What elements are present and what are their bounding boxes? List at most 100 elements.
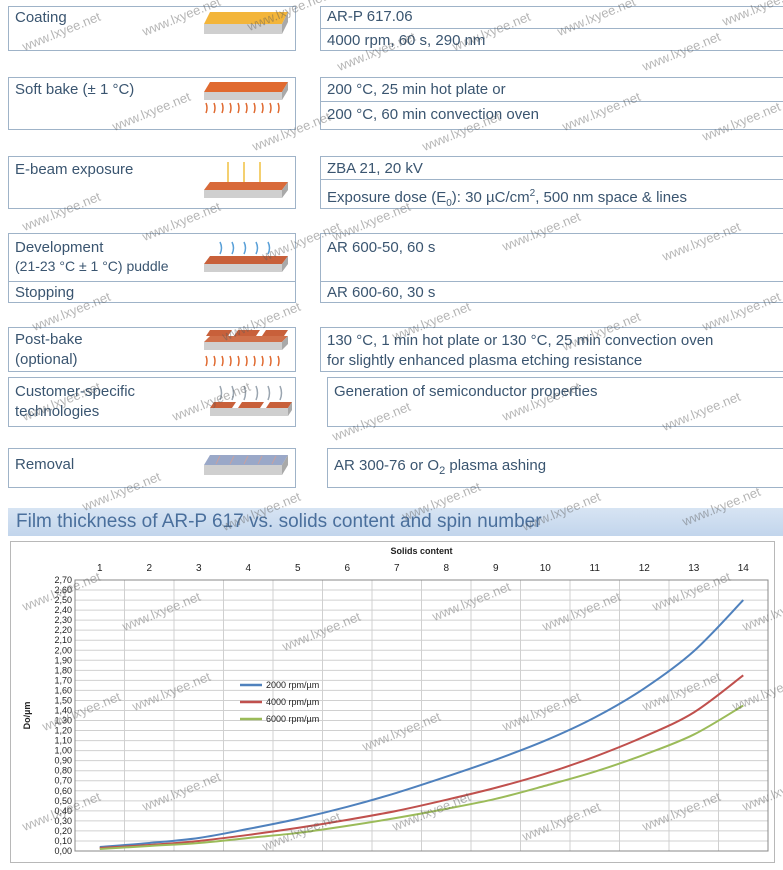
- y-tick-label: 0,20: [54, 826, 72, 836]
- step-ebeam-values-box: [320, 156, 783, 209]
- divider: [320, 101, 783, 102]
- step-stopping-label: Stopping: [15, 284, 75, 301]
- removal-icon: [200, 453, 292, 486]
- exposure-dose-sup: 2: [529, 188, 536, 199]
- step-customer-label-2: technologies: [15, 403, 100, 420]
- y-axis-title: Do/µm: [22, 702, 32, 730]
- step-postbake-value-1: 130 °C, 1 min hot plate or 130 °C, 25 mi…: [327, 332, 714, 349]
- legend-label-3: 6000 rpm/µm: [266, 714, 319, 724]
- step-ebeam-exposure-dose: Exposure dose (E0): 30 µC/cm2, 500 nm sp…: [327, 184, 687, 213]
- step-removal-values-box: [327, 448, 783, 488]
- y-tick-label: 1,60: [54, 685, 72, 695]
- y-tick-label: 2,40: [54, 605, 72, 615]
- step-removal-label: Removal: [15, 456, 75, 473]
- step-coating-value-1: AR-P 617.06: [327, 8, 413, 25]
- step-ebeam-value-1: ZBA 21, 20 kV: [327, 160, 423, 177]
- plot-area: [74, 579, 769, 852]
- y-tick-label: 2,20: [54, 625, 72, 635]
- y-tick-label: 0,80: [54, 766, 72, 776]
- y-tick-label: 2,30: [54, 615, 72, 625]
- y-tick-label: 0,90: [54, 756, 72, 766]
- step-postbake-value-2: for slightly enhanced plasma etching res…: [327, 352, 643, 369]
- x-tick-label: 8: [443, 563, 449, 574]
- y-tick-label: 1,70: [54, 675, 72, 685]
- x-tick-label: 4: [245, 563, 251, 574]
- x-tick-label: 9: [493, 563, 499, 574]
- x-tick-label: 3: [196, 563, 202, 574]
- removal-suffix: plasma ashing: [445, 457, 547, 474]
- x-tick-label: 13: [688, 563, 700, 574]
- x-axis-title: Solids content: [390, 546, 452, 556]
- step-removal-value: AR 300-76 or O2 plasma ashing: [334, 456, 546, 481]
- x-tick-label: 14: [738, 563, 750, 574]
- x-tick-label: 12: [639, 563, 651, 574]
- y-tick-label: 2,60: [54, 585, 72, 595]
- y-tick-label: 0,10: [54, 836, 72, 846]
- y-tick-label: 1,90: [54, 655, 72, 665]
- x-tick-label: 10: [540, 563, 552, 574]
- y-tick-label: 1,50: [54, 695, 72, 705]
- y-tick-label: 1,20: [54, 726, 72, 736]
- legend-label-1: 2000 rpm/µm: [266, 680, 319, 690]
- exposure-dose-suffix: , 500 nm space & lines: [535, 189, 687, 206]
- post-bake-icon: [198, 328, 294, 373]
- step-coating-value-2: 4000 rpm, 60 s, 290 nm: [327, 32, 486, 49]
- removal-sub: 2: [439, 465, 446, 477]
- step-postbake-label-2: (optional): [15, 351, 78, 368]
- section-title: Film thickness of AR-P 617 vs. solids co…: [16, 511, 542, 532]
- y-tick-label: 0,00: [54, 846, 72, 856]
- step-postbake-label-box: [8, 327, 296, 372]
- y-tick-label: 0,50: [54, 796, 72, 806]
- step-softbake-label-box: [8, 77, 296, 130]
- step-customer-values-box: [327, 377, 783, 427]
- y-tick-label: 2,10: [54, 635, 72, 645]
- divider: [320, 179, 783, 180]
- y-tick-label: 0,60: [54, 786, 72, 796]
- step-development-label: Development: [15, 239, 104, 256]
- step-development-value-1: AR 600-50, 60 s: [327, 239, 436, 256]
- exposure-dose-middle: ): 30 µC/cm: [451, 189, 530, 206]
- step-postbake-values-box: [320, 327, 783, 372]
- step-development-label-box: [8, 233, 296, 303]
- exposure-dose-sub: 0: [446, 198, 452, 209]
- removal-prefix: AR 300-76 or O: [334, 457, 440, 474]
- customer-technologies-icon: [204, 382, 296, 427]
- development-icon: [198, 236, 294, 281]
- x-tick-label: 11: [590, 563, 601, 574]
- y-tick-label: 1,30: [54, 716, 72, 726]
- coating-icon: [200, 10, 292, 45]
- y-tick-label: 2,00: [54, 645, 72, 655]
- x-tick-label: 2: [146, 563, 152, 574]
- x-tick-label: 1: [97, 563, 103, 574]
- y-tick-label: 0,70: [54, 776, 72, 786]
- step-softbake-label: Soft bake (± 1 °C): [15, 81, 135, 98]
- legend-label-2: 4000 rpm/µm: [266, 697, 319, 707]
- x-tick-label: 7: [394, 563, 400, 574]
- section-title-band: Film thickness of AR-P 617 vs. solids co…: [8, 508, 783, 536]
- step-postbake-label: Post-bake: [15, 331, 83, 348]
- y-tick-label: 1,00: [54, 746, 72, 756]
- series-line-3: [99, 704, 744, 850]
- y-tick-label: 0,40: [54, 806, 72, 816]
- step-softbake-values-box: [320, 77, 783, 130]
- x-tick-label: 5: [295, 563, 301, 574]
- step-stopping-value-1: AR 600-60, 30 s: [327, 284, 436, 301]
- hot-plate-icon: [198, 80, 294, 121]
- ebeam-exposure-icon: [198, 160, 294, 205]
- step-softbake-value-2: 200 °C, 60 min convection oven: [327, 106, 539, 123]
- step-ebeam-label: E-beam exposure: [15, 161, 134, 178]
- divider: [8, 281, 296, 282]
- step-customer-value-1: Generation of semiconductor properties: [334, 383, 598, 400]
- series-line-2: [99, 674, 744, 849]
- y-tick-label: 1,80: [54, 665, 72, 675]
- chart-frame: [10, 541, 775, 863]
- step-ebeam-label-box: [8, 156, 296, 209]
- exposure-dose-prefix: Exposure dose (E: [327, 189, 447, 206]
- y-tick-label: 2,50: [54, 595, 72, 605]
- divider: [320, 281, 783, 282]
- step-removal-label-box: [8, 448, 296, 488]
- step-customer-label: Customer-specific: [15, 383, 136, 400]
- step-development-label-2: (21-23 °C ± 1 °C) puddle: [15, 258, 169, 274]
- y-tick-label: 1,10: [54, 736, 72, 746]
